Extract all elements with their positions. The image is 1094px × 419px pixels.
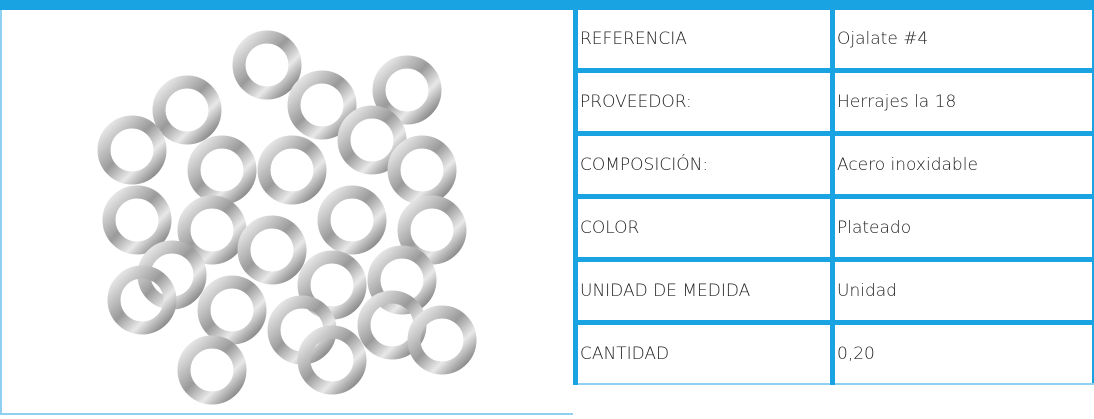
grommet	[237, 215, 307, 285]
spec-value: 0,20	[830, 320, 1094, 385]
product-image	[97, 30, 477, 405]
spec-label: CANTIDAD	[573, 320, 835, 385]
grommet	[287, 70, 357, 140]
grommet	[317, 185, 387, 255]
spec-row: UNIDAD DE MEDIDA Unidad	[573, 257, 1094, 325]
grommet	[407, 305, 477, 375]
grommet	[177, 335, 247, 405]
grommet	[97, 115, 167, 185]
grommet	[337, 105, 407, 175]
spec-row: COLOR Plateado	[573, 194, 1094, 262]
grommet	[372, 55, 442, 125]
grommet	[177, 195, 247, 265]
grommet	[367, 245, 437, 315]
spec-value: Ojalate #4	[830, 10, 1094, 73]
grommet	[102, 185, 172, 255]
spec-label: PROVEEDOR:	[573, 68, 835, 136]
product-image-cell	[0, 10, 573, 415]
spec-label: COLOR	[573, 194, 835, 262]
spec-value: Unidad	[830, 257, 1094, 325]
grommet	[187, 135, 257, 205]
spec-label: COMPOSICIÓN:	[573, 131, 835, 199]
spec-table: REFERENCIA Ojalate #4 PROVEEDOR: Herrajes l…	[573, 10, 1094, 385]
spec-label: REFERENCIA	[573, 10, 835, 73]
grommet	[397, 195, 467, 265]
top-border	[0, 0, 1094, 10]
grommet	[107, 265, 177, 335]
grommet	[197, 275, 267, 345]
spec-label: UNIDAD DE MEDIDA	[573, 257, 835, 325]
spec-row: REFERENCIA Ojalate #4	[573, 10, 1094, 73]
grommet	[152, 75, 222, 145]
grommet	[257, 135, 327, 205]
spec-row: PROVEEDOR: Herrajes la 18	[573, 68, 1094, 136]
spec-value: Herrajes la 18	[830, 68, 1094, 136]
grommet	[232, 30, 302, 100]
spec-row: CANTIDAD 0,20	[573, 320, 1094, 385]
spec-row: COMPOSICIÓN: Acero inoxidable	[573, 131, 1094, 199]
spec-value: Plateado	[830, 194, 1094, 262]
grommet	[297, 325, 367, 395]
spec-value: Acero inoxidable	[830, 131, 1094, 199]
grommet	[387, 135, 457, 205]
